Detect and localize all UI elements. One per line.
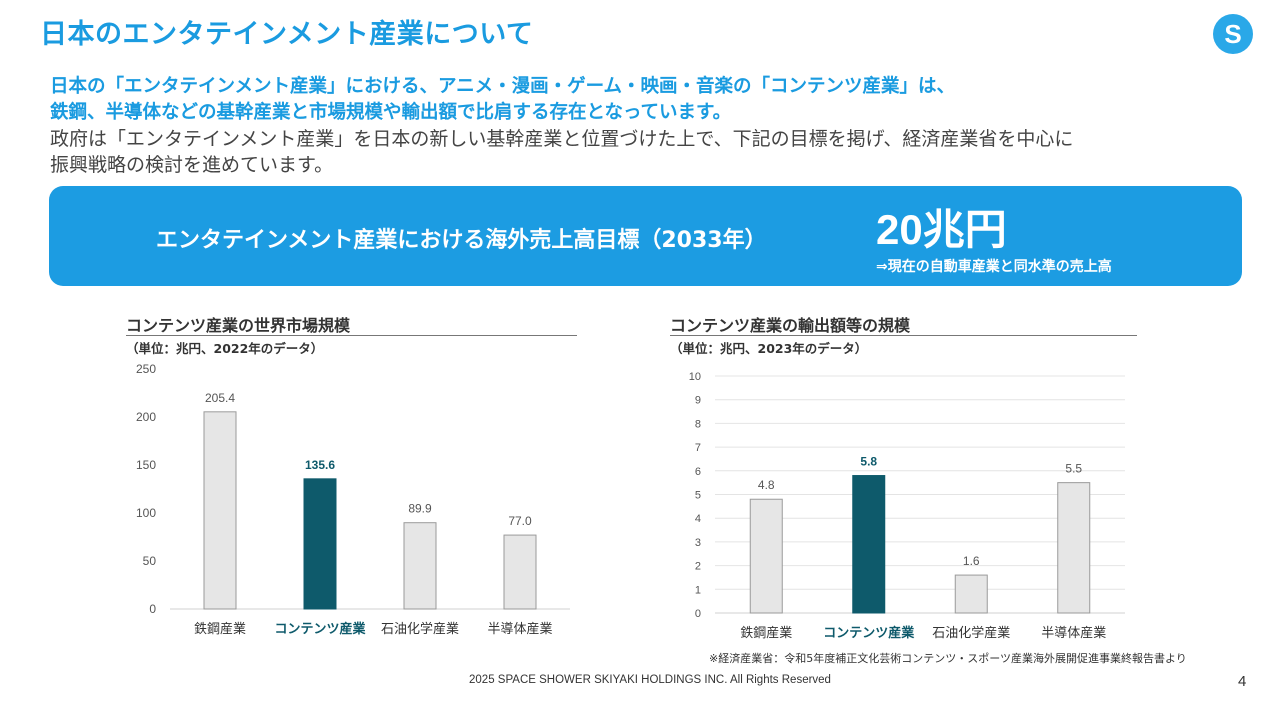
chart1-title-rule xyxy=(126,335,577,336)
chart1-bar xyxy=(403,522,437,610)
chart1-category-label: 石油化学産業 xyxy=(381,621,459,637)
chart2-category-label: 石油化学産業 xyxy=(932,625,1010,641)
chart2-bar xyxy=(954,574,988,614)
chart1-y-tick: 0 xyxy=(149,602,156,616)
chart2-data-label: 1.6 xyxy=(963,554,980,568)
lead-line-1: 日本の「エンタテインメント産業」における、アニメ・漫画・ゲーム・映画・音楽の「コ… xyxy=(50,76,956,97)
chart1-category-label: コンテンツ産業 xyxy=(274,621,366,637)
target-banner: エンタテインメント産業における海外売上高目標（2033年） 20兆円 ⇒現在の自… xyxy=(49,186,1242,286)
chart1-bar xyxy=(503,534,537,610)
target-note: ⇒現在の自動車産業と同水準の売上高 xyxy=(876,259,1112,275)
chart2-y-tick: 10 xyxy=(689,371,701,383)
chart2-y-tick: 2 xyxy=(695,561,701,573)
chart1-unit-note: （単位：兆円、2022年のデータ） xyxy=(126,341,324,356)
chart2-category-label: 鉄鋼産業 xyxy=(740,625,792,641)
chart2-title: コンテンツ産業の輸出額等の規模 xyxy=(670,316,911,335)
lead-line-4: 振興戦略の検討を進めています。 xyxy=(50,154,334,176)
target-value: 20兆円 xyxy=(876,206,1007,253)
chart1-title: コンテンツ産業の世界市場規模 xyxy=(126,316,351,335)
chart1-y-tick: 200 xyxy=(136,410,156,424)
chart1-data-label: 205.4 xyxy=(205,391,235,405)
chart2-category-label: コンテンツ産業 xyxy=(823,625,915,641)
copyright-footer: 2025 SPACE SHOWER SKIYAKI HOLDINGS INC. … xyxy=(469,674,831,686)
company-logo: S xyxy=(1213,14,1253,54)
chart1-data-label: 77.0 xyxy=(508,514,532,528)
chart2-category-label: 半導体産業 xyxy=(1041,625,1106,641)
source-footnote: ※経済産業省：令和5年度補正文化芸術コンテンツ・スポーツ産業海外展開促進事業終報… xyxy=(709,652,1187,665)
chart2-y-tick: 9 xyxy=(695,395,701,407)
chart2-bar xyxy=(749,498,783,614)
chart2-unit-note: （単位：兆円、2023年のデータ） xyxy=(670,341,868,356)
chart2-y-tick: 3 xyxy=(695,537,701,549)
chart1-plot: 0 50 100 150 200 250 205.4 鉄鋼産業 135.6 コンテンツ産業 89.9… xyxy=(136,362,570,637)
chart2-bar xyxy=(852,475,886,614)
chart1-y-tick: 250 xyxy=(136,362,156,376)
chart2-y-tick: 1 xyxy=(695,584,701,596)
chart1-category-label: 半導体産業 xyxy=(487,621,552,637)
chart2-bar xyxy=(1057,482,1091,614)
page-number: 4 xyxy=(1238,673,1247,690)
target-label: エンタテインメント産業における海外売上高目標（2033年） xyxy=(156,228,767,253)
chart2-y-tick: 8 xyxy=(695,418,701,430)
chart1-category-label: 鉄鋼産業 xyxy=(194,621,246,637)
chart2-y-tick: 5 xyxy=(695,490,701,502)
chart2-y-tick: 6 xyxy=(695,466,701,478)
lead-text: 日本の「エンタテインメント産業」における、アニメ・漫画・ゲーム・映画・音楽の「コ… xyxy=(50,74,1073,178)
chart2-y-tick: 7 xyxy=(695,442,701,454)
chart1-data-label: 135.6 xyxy=(305,458,335,472)
chart2-data-label: 4.8 xyxy=(758,478,775,492)
chart1-y-tick: 100 xyxy=(136,506,156,520)
chart1-bar xyxy=(203,411,237,610)
chart2-data-label: 5.8 xyxy=(860,455,877,469)
chart1-bar xyxy=(303,478,337,610)
chart2-y-tick: 4 xyxy=(695,513,701,525)
lead-line-3: 政府は「エンタテインメント産業」を日本の新しい基幹産業と位置づけた上で、下記の目… xyxy=(50,128,1074,150)
chart2-y-tick: 0 xyxy=(695,608,701,620)
chart2-data-label: 5.5 xyxy=(1065,462,1082,476)
page-title: 日本のエンタテインメント産業について xyxy=(40,19,534,50)
chart1-y-tick: 50 xyxy=(143,554,157,568)
chart2-title-rule xyxy=(670,335,1137,336)
lead-line-2: 鉄鋼、半導体などの基幹産業と市場規模や輸出額で比肩する存在となっています。 xyxy=(50,102,732,123)
chart1-y-tick: 150 xyxy=(136,458,156,472)
chart2-plot: 0 1 2 3 4 5 6 7 8 9 10 4.8 鉄鋼産業 5.8 コンテンツ産業 1.6 石油化学産業 5.… xyxy=(689,371,1125,641)
chart1-data-label: 89.9 xyxy=(408,502,432,516)
